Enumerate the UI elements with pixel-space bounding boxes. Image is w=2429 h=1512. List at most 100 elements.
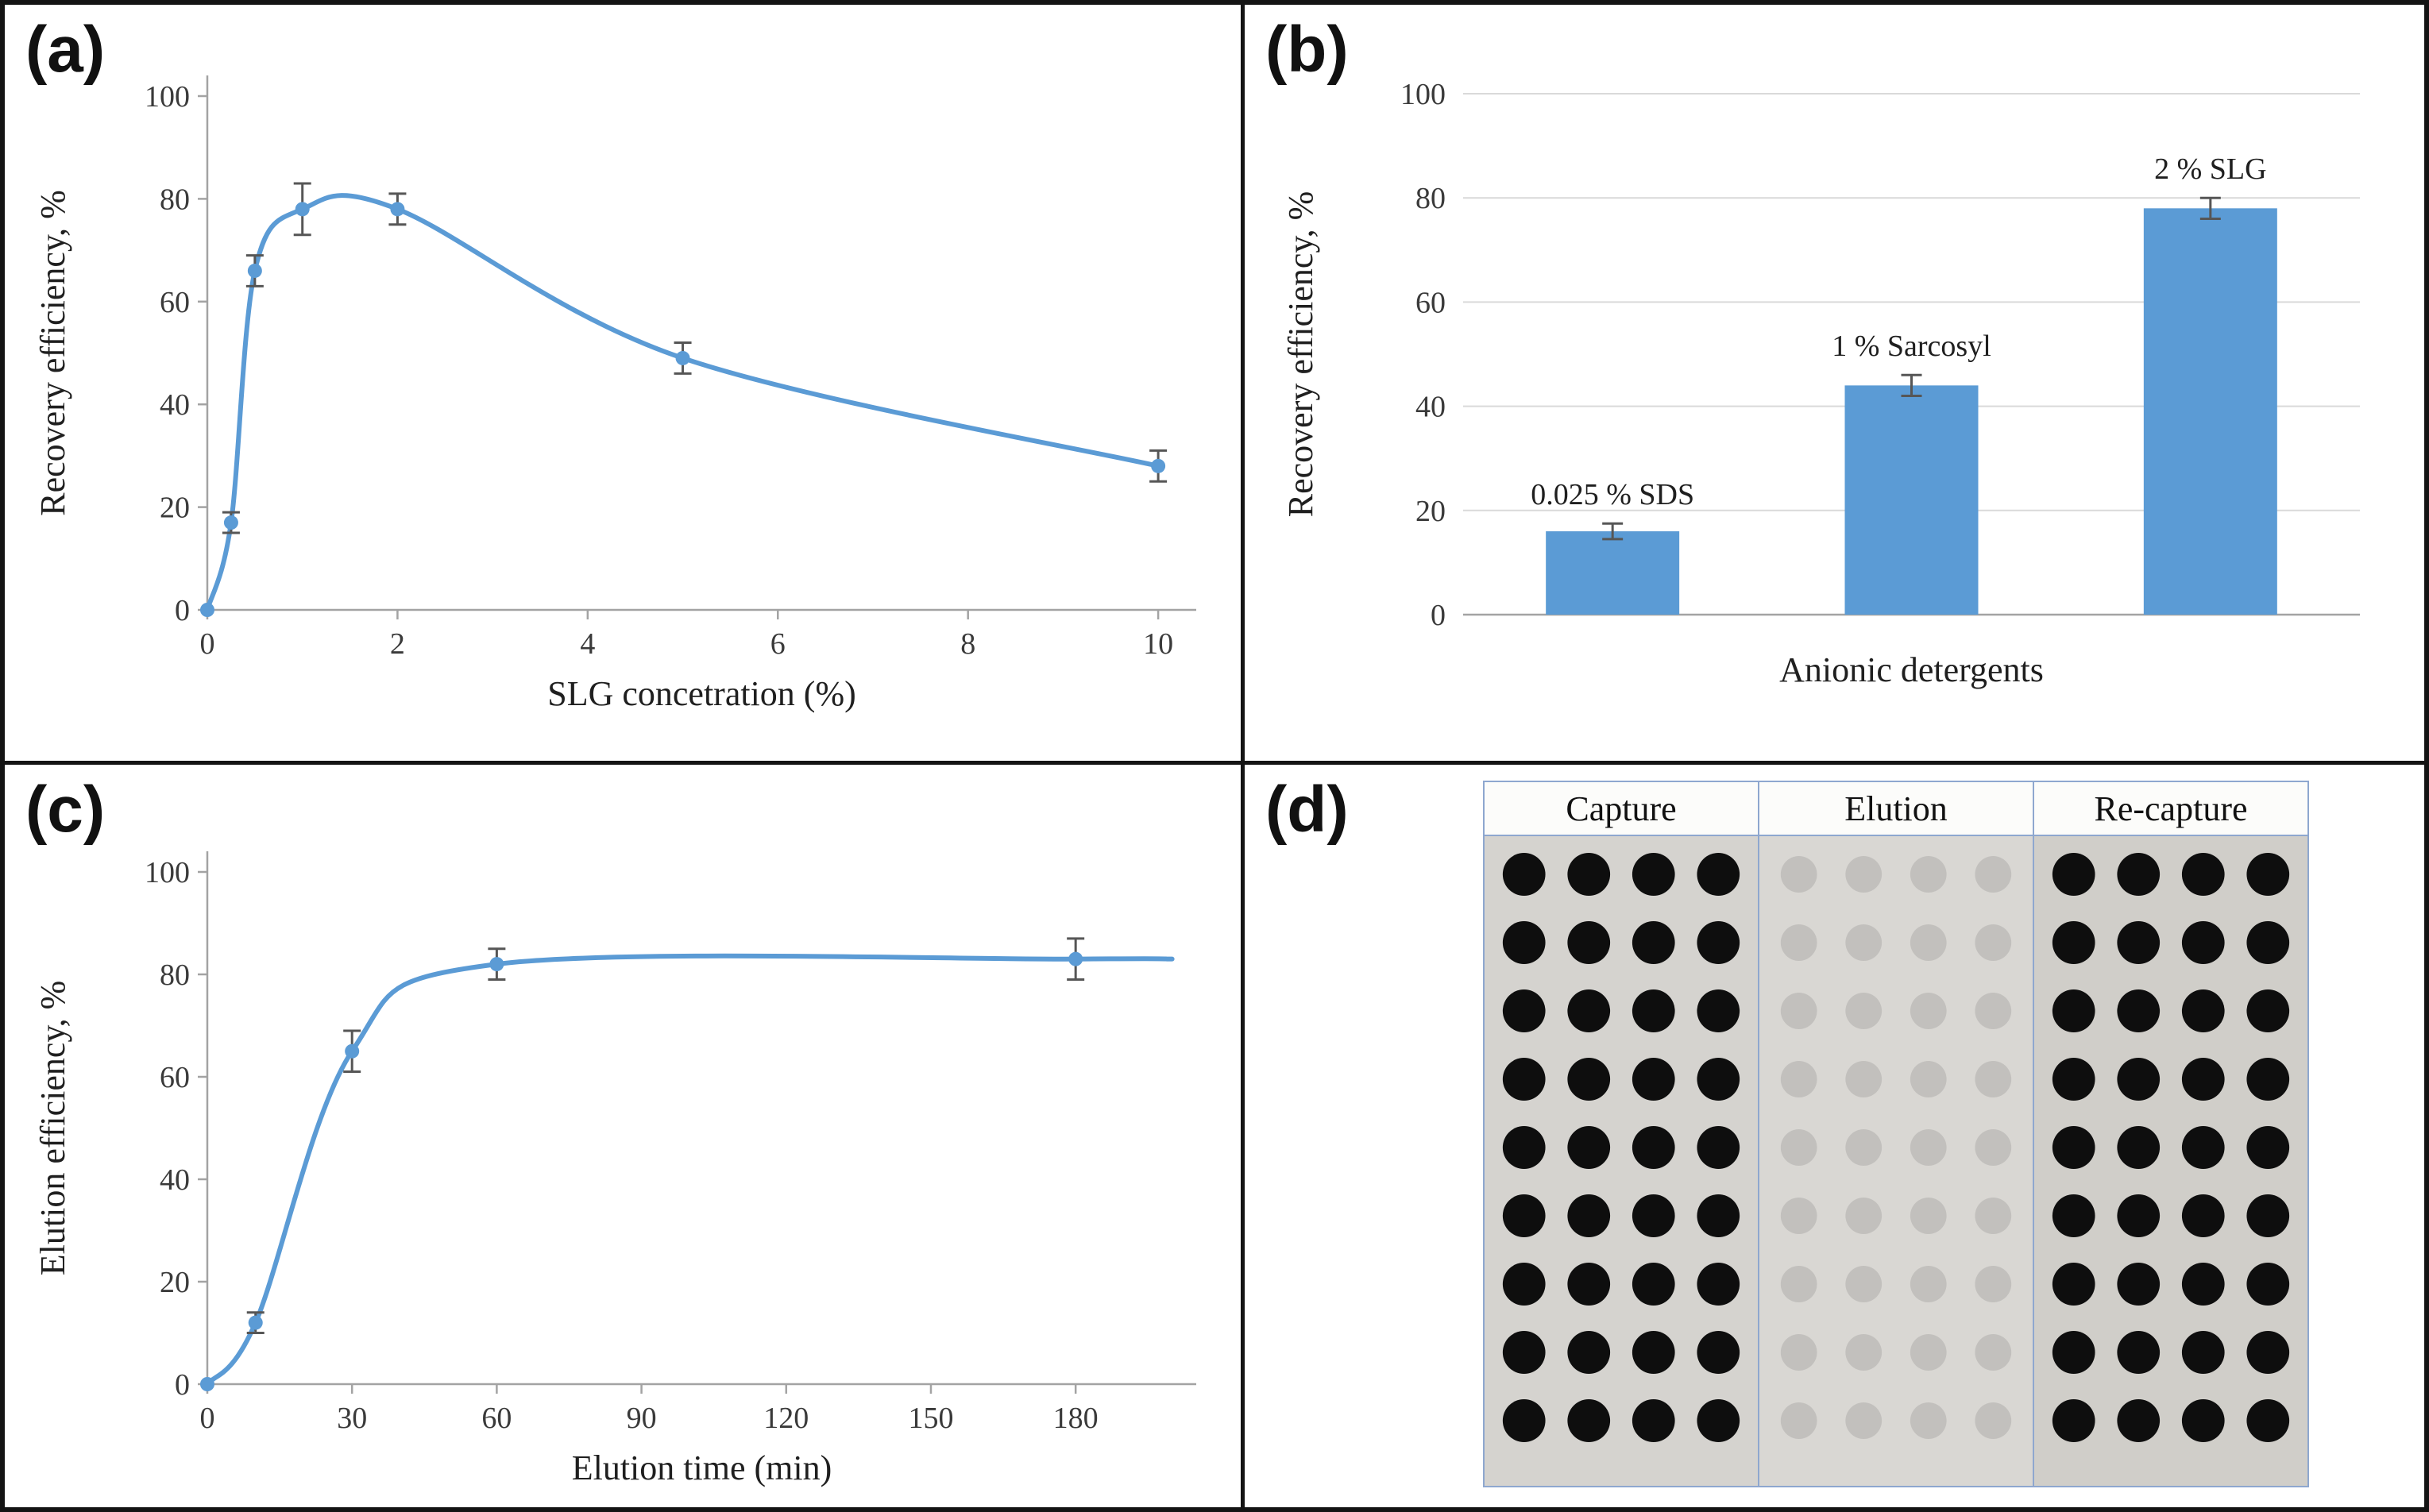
blot-dot xyxy=(1975,856,2012,893)
x-tick-label: 120 xyxy=(763,1402,809,1435)
blot-dot xyxy=(1632,1331,1675,1374)
blot-dot xyxy=(2052,989,2095,1032)
data-point-marker xyxy=(390,202,405,217)
blot-dot xyxy=(1697,853,1740,896)
blot-dot xyxy=(1910,1402,1947,1439)
blot-dot xyxy=(1567,1399,1611,1442)
x-axis-title: SLG concetration (%) xyxy=(547,674,856,713)
blot-dot xyxy=(1975,993,2012,1029)
x-tick-label: 10 xyxy=(1143,627,1173,661)
bar xyxy=(2143,208,2277,615)
blot-dot xyxy=(2181,1399,2225,1442)
blot-dot xyxy=(1780,1061,1817,1097)
blot-dot xyxy=(2052,1399,2095,1442)
blot-dot xyxy=(1567,989,1611,1032)
data-point-marker xyxy=(1068,951,1083,966)
x-tick-label: 6 xyxy=(770,627,786,661)
blot-dot xyxy=(2052,1194,2095,1237)
blot-dot xyxy=(1845,1402,1883,1439)
blot-dot xyxy=(1975,1266,2012,1302)
blot-dot xyxy=(1697,1263,1740,1306)
blot-dot xyxy=(1567,1058,1611,1101)
blot-dot xyxy=(2246,989,2290,1032)
blot-dot xyxy=(1632,1399,1675,1442)
x-axis-title: Anionic detergents xyxy=(1779,650,2044,689)
blot-dot xyxy=(1632,1194,1675,1237)
blot-dot xyxy=(1780,1402,1817,1439)
blot-dot xyxy=(1845,856,1883,893)
blot-dot xyxy=(1632,921,1675,964)
y-tick-label: 40 xyxy=(160,388,190,422)
blot-dot xyxy=(1910,1266,1947,1302)
x-tick-label: 2 xyxy=(390,627,405,661)
x-tick-label: 30 xyxy=(337,1402,367,1435)
blot-dot xyxy=(2117,1058,2161,1101)
blot-dot xyxy=(2181,853,2225,896)
line-chart-slg-concentration: 0 20 40 60 80 100 0 2 4 6 8 10 SLG concetration (%) R… xyxy=(33,75,1196,713)
bar-label: 2 % SLG xyxy=(2154,152,2266,186)
blot-dot xyxy=(2181,989,2225,1032)
blot-dot xyxy=(1910,924,1947,961)
blot-dot xyxy=(1975,1129,2012,1166)
panel-b: (b) 0 20 40 60 80 100 0.025 % SDS 1 % Sarcosyl 2… xyxy=(1245,5,2424,765)
dot-blot-image: Capture Elution Re-capture xyxy=(1483,781,2309,1487)
y-tick-label: 80 xyxy=(1415,182,1446,215)
y-tick-label: 0 xyxy=(175,1368,190,1402)
blot-dot xyxy=(1632,1058,1675,1101)
bar xyxy=(1546,531,1680,615)
data-point-marker xyxy=(295,202,310,217)
blot-dot xyxy=(2181,1331,2225,1374)
blot-column-capture xyxy=(1485,836,1759,1486)
blot-dot xyxy=(2117,1399,2161,1442)
blot-column-header-recapture: Re-capture xyxy=(2034,782,2307,836)
blot-dot xyxy=(2052,921,2095,964)
blot-dot xyxy=(1845,993,1883,1029)
panel-a: (a) 0 20 40 60 80 100 0 2 4 6 8 10 SLG concetration … xyxy=(5,5,1245,765)
blot-dot xyxy=(2117,1194,2161,1237)
blot-dot xyxy=(1845,1129,1883,1166)
bar-chart-anionic-detergents: 0 20 40 60 80 100 0.025 % SDS 1 % Sarcosyl 2 % S… xyxy=(1281,78,2360,689)
data-point-marker xyxy=(200,1377,214,1391)
blot-dot xyxy=(2052,1126,2095,1169)
blot-dot xyxy=(1632,1126,1675,1169)
data-line xyxy=(205,953,1175,1387)
data-point-marker xyxy=(1151,458,1166,473)
x-tick-label: 60 xyxy=(481,1402,512,1435)
line-chart-elution-time: 0 20 40 60 80 100 0 30 60 90 120 150 180 Elution time… xyxy=(33,851,1196,1487)
blot-dot xyxy=(1567,853,1611,896)
blot-dot xyxy=(1697,1126,1740,1169)
blot-dot xyxy=(1697,921,1740,964)
blot-dot xyxy=(1910,993,1947,1029)
panel-b-label: (b) xyxy=(1265,14,1349,86)
blot-dot xyxy=(2052,1263,2095,1306)
blot-dot xyxy=(1632,989,1675,1032)
y-tick-label: 0 xyxy=(175,594,190,627)
data-point-marker xyxy=(345,1043,360,1059)
blot-dot xyxy=(1975,1061,2012,1097)
x-tick-label: 0 xyxy=(200,1402,215,1435)
panel-c-label: (c) xyxy=(25,773,106,846)
blot-dot xyxy=(2181,1194,2225,1237)
blot-dot xyxy=(2117,989,2161,1032)
blot-dot xyxy=(1845,1198,1883,1234)
blot-dot xyxy=(1567,921,1611,964)
blot-dot xyxy=(1632,853,1675,896)
blot-dot xyxy=(2246,853,2290,896)
blot-dot xyxy=(1780,1198,1817,1234)
blot-dot xyxy=(1780,1334,1817,1371)
y-tick-label: 80 xyxy=(160,183,190,216)
y-tick-label: 20 xyxy=(160,492,190,525)
blot-dot xyxy=(2117,853,2161,896)
blot-dot xyxy=(1975,1402,2012,1439)
blot-dot xyxy=(2246,1399,2290,1442)
blot-dot xyxy=(1632,1263,1675,1306)
blot-column-header-elution: Elution xyxy=(1759,782,2034,836)
x-tick-label: 4 xyxy=(580,627,595,661)
x-axis-title: Elution time (min) xyxy=(572,1448,832,1487)
data-point-marker xyxy=(223,515,238,530)
blot-dot xyxy=(1502,1399,1546,1442)
blot-column-elution xyxy=(1759,836,2034,1486)
blot-dot xyxy=(1502,1263,1546,1306)
blot-dot xyxy=(1502,1331,1546,1374)
